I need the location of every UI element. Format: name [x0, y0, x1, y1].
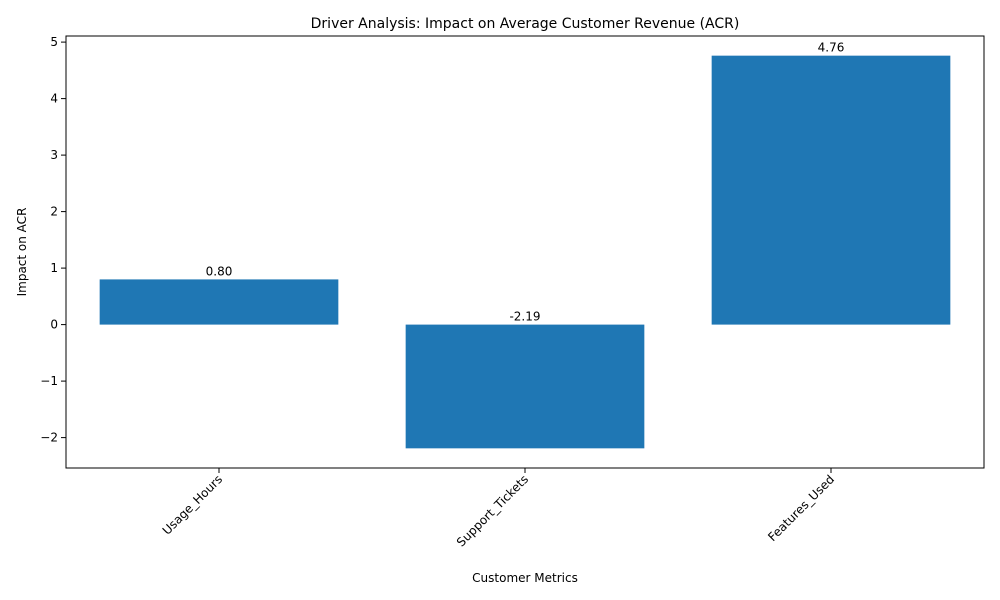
- bar-usage-hours: [99, 279, 339, 325]
- x-tick-label: Features_Used: [765, 472, 837, 544]
- x-tick-label: Support_Tickets: [454, 472, 531, 549]
- y-tick-label: 2: [50, 205, 58, 219]
- plot-frame: [65, 35, 985, 469]
- bar-value-label: 0.80: [206, 264, 233, 278]
- y-tick-label: −2: [40, 431, 58, 445]
- bar-value-label: -2.19: [509, 310, 540, 324]
- y-tick-label: 4: [50, 92, 58, 106]
- y-tick-label: 0: [50, 318, 58, 332]
- y-axis: −2 −1 0 1 2 3 4 5: [40, 35, 66, 445]
- x-axis-title: Customer Metrics: [472, 571, 578, 585]
- y-tick-label: 1: [50, 261, 58, 275]
- y-axis-title: Impact on ACR: [15, 208, 29, 297]
- x-axis: Usage_Hours Support_Tickets Features_Used: [160, 468, 837, 549]
- bar-features-used: [711, 55, 951, 325]
- y-tick-label: 3: [50, 148, 58, 162]
- bars-layer: 0.80 -2.19 4.76: [99, 41, 951, 449]
- chart-title: Driver Analysis: Impact on Average Custo…: [311, 16, 740, 32]
- x-tick-label: Usage_Hours: [160, 472, 225, 537]
- bar-value-label: 4.76: [818, 41, 845, 55]
- y-tick-label: 5: [50, 35, 58, 49]
- bar-support-tickets: [405, 324, 645, 449]
- y-tick-label: −1: [40, 374, 58, 388]
